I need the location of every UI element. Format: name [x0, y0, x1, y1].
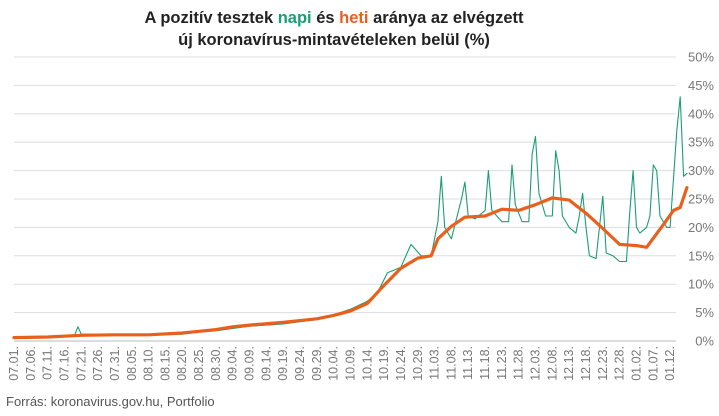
series-line-napi: [13, 96, 688, 339]
x-tick-label: 11.18.: [478, 346, 492, 380]
x-tick-label: 12.28.: [613, 346, 627, 381]
chart-title-line-2: új koronavírus-mintavételeken belül (%): [178, 31, 490, 49]
y-tick-label: 45%: [688, 78, 714, 93]
y-tick-label: 15%: [688, 248, 714, 263]
x-tick-label: 07.21.: [74, 346, 88, 381]
x-tick-label: 11.23.: [495, 346, 509, 380]
x-tick-label: 12.03.: [529, 346, 543, 381]
x-tick-label: 08.15.: [158, 346, 172, 381]
x-tick-label: 07.11.: [41, 346, 55, 380]
x-tick-label: 10.04.: [327, 346, 341, 381]
x-tick-label: 10.29.: [411, 346, 425, 381]
x-tick-label: 12.08.: [545, 346, 559, 381]
y-tick-label: 30%: [688, 163, 714, 178]
chart-title: A pozitív tesztek napi és heti aránya az…: [0, 7, 668, 51]
chart-title-line-1: A pozitív tesztek napi és heti aránya az…: [144, 9, 524, 27]
x-tick-label: 12.23.: [596, 346, 610, 381]
title-heti-keyword: heti: [339, 9, 369, 27]
y-tick-label: 5%: [695, 305, 714, 320]
x-tick-label: 07.06.: [24, 346, 38, 381]
x-tick-label: 11.13.: [461, 346, 475, 380]
x-tick-label: 12.18.: [579, 346, 593, 381]
source-note: Forrás: koronavirus.gov.hu, Portfolio: [6, 394, 215, 409]
y-tick-label: 35%: [688, 135, 714, 150]
x-tick-label: 11.03.: [428, 346, 442, 380]
x-tick-label: 11.28.: [512, 346, 526, 380]
x-tick-label: 08.30.: [209, 346, 223, 381]
x-tick-label: 08.05.: [125, 346, 139, 381]
x-tick-label: 09.19.: [276, 346, 290, 381]
x-tick-label: 07.31.: [108, 346, 122, 381]
x-tick-label: 09.14.: [259, 346, 273, 381]
y-tick-label: 10%: [688, 277, 714, 292]
y-tick-label: 25%: [688, 192, 714, 207]
x-tick-label: 07.16.: [57, 346, 71, 381]
x-tick-label: 12.13.: [562, 346, 576, 381]
x-tick-label: 09.29.: [310, 346, 324, 381]
y-tick-label: 40%: [688, 106, 714, 121]
series-line-heti: [12, 186, 689, 340]
x-tick-label: 08.25.: [192, 346, 206, 381]
x-tick-label: 11.08.: [444, 346, 458, 380]
x-tick-label: 09.04.: [226, 346, 240, 381]
x-tick-label: 08.10.: [142, 346, 156, 381]
x-tick-label: 10.24.: [394, 346, 408, 381]
x-tick-label: 09.24.: [293, 346, 307, 381]
x-tick-label: 08.20.: [175, 346, 189, 381]
x-tick-label: 07.01.: [7, 346, 21, 381]
x-tick-label: 01.12.: [663, 346, 677, 381]
y-tick-label: 50%: [688, 50, 714, 65]
y-tick-label: 0%: [695, 334, 714, 349]
x-tick-label: 10.19.: [377, 346, 391, 381]
x-tick-label: 07.26.: [91, 346, 105, 381]
y-tick-label: 20%: [688, 220, 714, 235]
title-napi-keyword: napi: [277, 9, 312, 27]
x-tick-label: 01.02.: [629, 346, 643, 381]
x-tick-label: 01.07.: [646, 346, 660, 381]
x-tick-label: 09.09.: [243, 346, 257, 381]
x-tick-label: 10.09.: [343, 346, 357, 381]
x-tick-label: 10.14.: [360, 346, 374, 381]
